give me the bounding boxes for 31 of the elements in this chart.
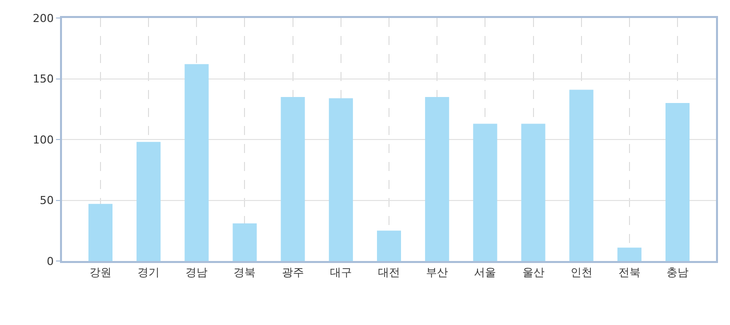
y-tick-label: 100 [32, 133, 54, 146]
bar [666, 103, 690, 261]
bar [425, 96, 450, 261]
bar [136, 142, 161, 261]
y-tick-label: 50 [40, 194, 54, 208]
bar [473, 124, 498, 261]
x-tick-label: 경기 [138, 266, 160, 280]
bar [376, 230, 402, 261]
x-tick-label: 대전 [378, 266, 400, 280]
bar [88, 204, 112, 261]
bar [184, 64, 209, 261]
x-tick-label: 강원 [89, 266, 112, 280]
x-tick-label: 경북 [234, 266, 256, 280]
x-tick-label: 충남 [666, 266, 689, 280]
x-tick-label: 경남 [186, 266, 208, 280]
x-tick-label: 전북 [618, 266, 640, 280]
y-tick-label: 200 [32, 12, 54, 25]
bar [521, 124, 546, 261]
bar [232, 223, 257, 261]
bar [328, 98, 353, 261]
x-tick-label: 울산 [522, 266, 544, 280]
bar [569, 90, 594, 261]
x-tick-label: 대구 [330, 266, 352, 280]
x-tick-label: 부산 [426, 266, 448, 280]
bar [280, 96, 305, 261]
bar [617, 248, 642, 261]
x-tick-label: 광주 [282, 266, 304, 280]
x-tick-label: 서울 [474, 266, 496, 280]
x-tick-label: 인천 [570, 266, 592, 280]
y-tick-label: 0 [46, 254, 54, 268]
y-tick-label: 150 [32, 72, 54, 86]
